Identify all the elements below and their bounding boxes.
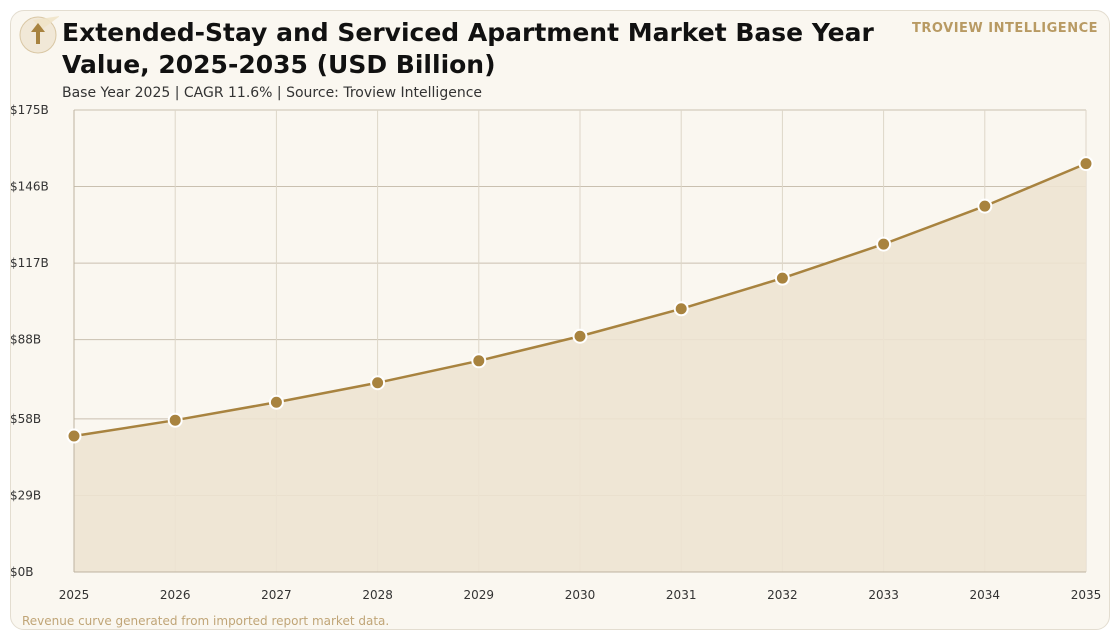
x-tick-label: 2027 <box>261 588 292 602</box>
x-tick-label: 2030 <box>565 588 596 602</box>
y-tick-label: $175B <box>10 103 49 117</box>
x-tick-label: 2034 <box>970 588 1001 602</box>
area-fill <box>74 163 1086 573</box>
data-point <box>268 394 284 410</box>
y-tick-label: $146B <box>10 180 49 194</box>
x-tick-label: 2026 <box>160 588 191 602</box>
brand-label: TROVIEW INTELLIGENCE <box>912 21 1098 36</box>
x-tick-label: 2031 <box>666 588 697 602</box>
data-point <box>774 270 790 286</box>
data-point <box>572 328 588 344</box>
data-point <box>1078 156 1094 172</box>
footnote: Revenue curve generated from imported re… <box>22 614 390 628</box>
data-point <box>370 375 386 391</box>
y-tick-label: $88B <box>10 333 41 347</box>
data-point <box>673 301 689 317</box>
x-tick-label: 2033 <box>868 588 899 602</box>
data-point <box>471 353 487 369</box>
page-title: Extended-Stay and Serviced Apartment Mar… <box>62 18 874 79</box>
upward-arrow-icon <box>19 16 59 54</box>
x-tick-label: 2025 <box>59 588 90 602</box>
x-tick-label: 2029 <box>464 588 495 602</box>
y-tick-label: $29B <box>10 488 41 502</box>
data-point <box>876 236 892 252</box>
y-tick-label: $0B <box>10 565 34 579</box>
data-point <box>167 412 183 428</box>
data-point <box>977 198 993 214</box>
y-tick-label: $117B <box>10 256 49 270</box>
y-tick-label: $58B <box>10 412 41 426</box>
chart-subtitle: Base Year 2025 | CAGR 11.6% | Source: Tr… <box>62 85 483 101</box>
x-tick-label: 2032 <box>767 588 798 602</box>
x-tick-label: 2028 <box>362 588 393 602</box>
x-tick-label: 2035 <box>1071 588 1102 602</box>
data-point <box>66 428 82 444</box>
